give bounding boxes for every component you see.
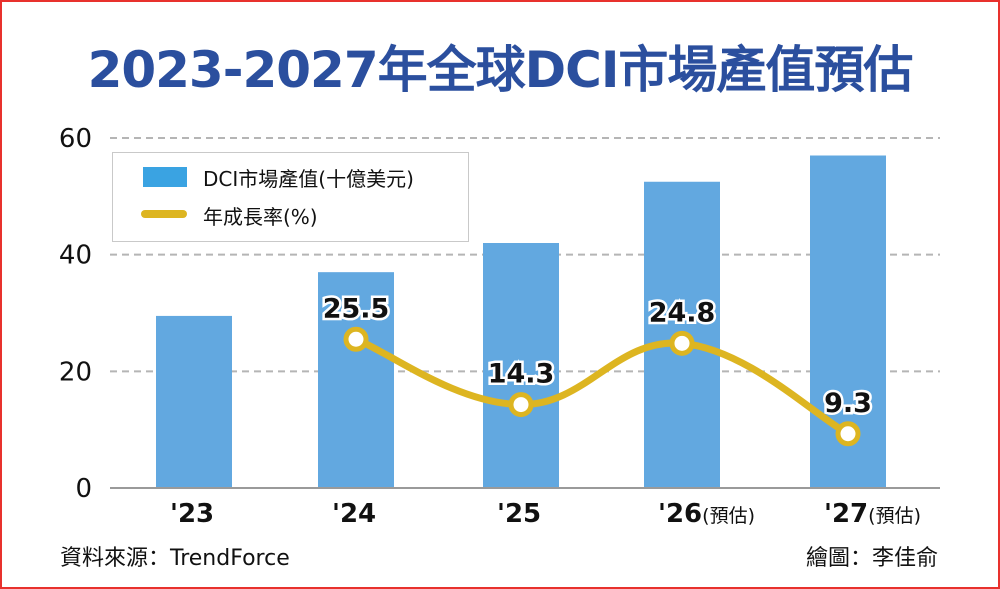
bar (318, 272, 394, 488)
legend-bar-swatch (143, 167, 187, 187)
growth-label: 24.8 (649, 297, 716, 328)
x-tick-label: '26(預估) (658, 499, 755, 529)
x-tick-label: '24 (332, 499, 376, 529)
y-tick-label: 0 (75, 474, 92, 504)
y-tick-label: 20 (59, 357, 92, 387)
source-note: 資料來源：TrendForce (60, 546, 290, 571)
growth-line (352, 335, 852, 438)
legend-label-bar: DCI市場產值(十億美元) (203, 167, 414, 191)
chart-title: 2023-2027年全球DCI市場產值預估 (87, 41, 914, 99)
x-tick-label: '27(預估) (824, 499, 921, 529)
growth-label: 9.3 (824, 388, 872, 419)
growth-label: 14.3 (488, 359, 555, 390)
growth-label: 25.5 (323, 293, 390, 324)
legend: DCI市場產值(十億美元) 年成長率(%) (112, 152, 469, 242)
growth-point (343, 326, 369, 352)
growth-point (835, 421, 861, 447)
legend-label-line: 年成長率(%) (203, 205, 318, 229)
x-tick-label: '25 (497, 499, 541, 529)
growth-point (669, 330, 695, 356)
bar (483, 243, 559, 488)
credit-note: 繪圖：李佳俞 (805, 546, 938, 571)
growth-point (508, 392, 534, 418)
bar (156, 315, 232, 488)
y-tick-label: 40 (59, 241, 92, 271)
legend-line-swatch (141, 210, 187, 218)
y-tick-label: 60 (59, 124, 92, 154)
x-tick-label: '23 (170, 499, 214, 529)
